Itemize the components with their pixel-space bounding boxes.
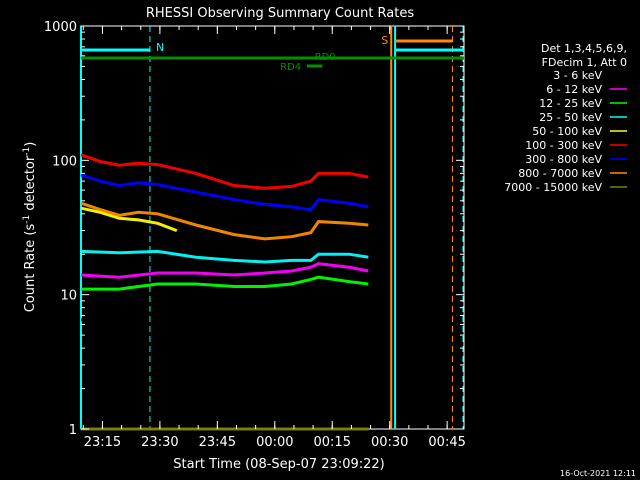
legend-entry: 7000 - 15000 keV: [504, 181, 602, 194]
x-tick-label: 00:45: [428, 435, 465, 450]
y-tick-label: 100: [52, 154, 77, 169]
legend-header: Det 1,3,4,5,6,9,: [541, 42, 627, 55]
timestamp: 16-Oct-2021 12:11: [560, 469, 636, 478]
legend-entry: 3 - 6 keV: [553, 69, 602, 82]
series-line: [80, 206, 178, 233]
series-line: [81, 306, 369, 326]
rd0-label: RD0: [315, 52, 336, 63]
series-line: [80, 262, 369, 279]
ylabel-part1: Count Rate (s: [23, 224, 38, 313]
legend-entry: 800 - 7000 keV: [518, 167, 602, 180]
x-axis-label: Start Time (08-Sep-07 23:09:22): [173, 457, 384, 472]
series-line: [80, 173, 369, 212]
night-label: N: [156, 41, 164, 54]
legend-entry: 12 - 25 keV: [539, 97, 602, 110]
saa-label: S: [381, 34, 388, 47]
series-line: [80, 249, 369, 264]
ylabel-sup1: -1: [22, 215, 32, 224]
ylabel-sup2: -1: [22, 147, 32, 156]
y-axis-label: Count Rate (s-1 detector-1): [22, 142, 38, 313]
x-tick-label: 00:15: [314, 435, 351, 450]
legend-entry: 300 - 800 keV: [525, 153, 602, 166]
rd4-label: RD4: [280, 62, 301, 73]
x-tick-label: 23:15: [84, 435, 121, 450]
series-line: [81, 275, 369, 291]
x-tick-label: 00:00: [256, 435, 293, 450]
legend-entry: 50 - 100 keV: [532, 125, 602, 138]
legend-entry: 6 - 12 keV: [546, 83, 602, 96]
y-tick-label: 1000: [44, 20, 77, 35]
series-line: [80, 153, 369, 190]
ylabel-part2: detector: [23, 155, 38, 215]
x-tick-label: 23:45: [199, 435, 236, 450]
y-tick-label: 10: [60, 289, 77, 304]
legend-entry: 100 - 300 keV: [525, 139, 602, 152]
plot-frame: [80, 25, 465, 430]
chart-title: RHESSI Observing Summary Count Rates: [146, 6, 415, 21]
y-tick-label: 1: [69, 423, 77, 438]
x-tick-label: 00:30: [371, 435, 408, 450]
legend-header: FDecim 1, Att 0: [542, 56, 627, 69]
x-tick-label: 23:30: [141, 435, 178, 450]
legend-entry: 25 - 50 keV: [539, 111, 602, 124]
ylabel-part3: ): [23, 142, 38, 147]
series-line: [80, 201, 369, 241]
